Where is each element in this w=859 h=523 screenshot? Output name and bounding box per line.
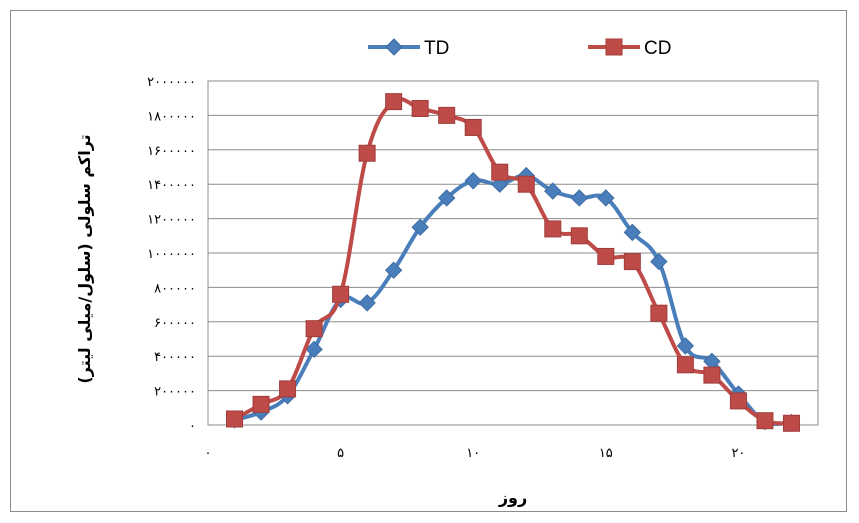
data-point-td bbox=[676, 337, 695, 355]
data-point-cd bbox=[650, 304, 668, 322]
data-point-cd bbox=[517, 175, 535, 193]
series-cd bbox=[226, 93, 800, 432]
data-point-cd bbox=[597, 247, 615, 265]
data-point-cd bbox=[676, 356, 694, 374]
data-point-cd bbox=[570, 227, 588, 245]
legend-label-cd: CD bbox=[644, 38, 671, 59]
data-point-td bbox=[305, 340, 323, 359]
x-tick-label: ۲۰ bbox=[731, 446, 745, 461]
data-point-cd bbox=[252, 395, 270, 413]
data-point-td bbox=[570, 189, 589, 207]
data-point-cd bbox=[385, 93, 403, 111]
data-point-td bbox=[650, 252, 668, 271]
x-tick-label: ۵ bbox=[337, 446, 344, 461]
data-point-cd bbox=[411, 100, 429, 118]
data-point-cd bbox=[279, 380, 297, 398]
data-point-cd bbox=[464, 118, 482, 136]
data-point-cd bbox=[729, 392, 747, 410]
data-point-cd bbox=[623, 253, 641, 271]
data-point-cd bbox=[332, 285, 350, 303]
data-point-td bbox=[384, 261, 403, 279]
y-tick-label: ۱۰۰۰۰۰۰ bbox=[147, 247, 196, 262]
y-tick-label: ۲۰۰۰۰۰ bbox=[154, 385, 196, 400]
y-axis-ticks: ۰ ۲۰۰۰۰۰ ۴۰۰۰۰۰ ۶۰۰۰۰۰ ۸۰۰۰۰۰ ۱۰۰۰۰۰۰ ۱۲۰۰۰۰۰ ۱… bbox=[147, 75, 196, 434]
data-point-td bbox=[544, 182, 562, 200]
x-axis-ticks: ۰ ۵ ۱۰ ۱۵ ۲۰ bbox=[205, 446, 746, 461]
data-point-td bbox=[437, 189, 456, 207]
legend-label-td: TD bbox=[424, 38, 449, 59]
data-point-cd bbox=[756, 412, 774, 430]
y-tick-label: ۴۰۰۰۰۰ bbox=[154, 350, 196, 365]
data-point-cd bbox=[782, 414, 800, 432]
y-tick-label: ۱۶۰۰۰۰۰ bbox=[147, 144, 196, 159]
legend-marker-cd bbox=[605, 38, 623, 56]
legend-item-td: TD bbox=[368, 38, 449, 59]
data-point-td bbox=[597, 189, 615, 207]
data-point-cd bbox=[305, 320, 323, 338]
y-tick-label: ۱۲۰۰۰۰۰ bbox=[147, 213, 196, 228]
y-tick-label: ۲۰۰۰۰۰۰ bbox=[147, 75, 196, 90]
x-tick-label: ۱۵ bbox=[599, 446, 613, 461]
data-point-cd bbox=[491, 163, 509, 181]
data-point-cd bbox=[358, 144, 376, 162]
line-chart: ۰ ۲۰۰۰۰۰ ۴۰۰۰۰۰ ۶۰۰۰۰۰ ۸۰۰۰۰۰ ۱۰۰۰۰۰۰ ۱۲۰۰۰۰۰ ۱… bbox=[75, 38, 819, 507]
x-axis-title: روز bbox=[498, 488, 527, 507]
x-tick-label: ۱۰ bbox=[466, 446, 480, 461]
legend: TD CD bbox=[368, 38, 671, 59]
y-tick-label: ۰ bbox=[189, 419, 196, 434]
data-point-td bbox=[464, 172, 482, 190]
data-point-cd bbox=[544, 220, 562, 238]
y-tick-label: ۱۸۰۰۰۰۰ bbox=[147, 109, 196, 124]
legend-marker-td bbox=[385, 38, 403, 56]
data-point-td bbox=[623, 223, 642, 242]
chart-frame: ۰ ۲۰۰۰۰۰ ۴۰۰۰۰۰ ۶۰۰۰۰۰ ۸۰۰۰۰۰ ۱۰۰۰۰۰۰ ۱۲۰۰۰۰۰ ۱… bbox=[10, 10, 847, 512]
data-point-cd bbox=[703, 366, 721, 384]
y-tick-label: ۶۰۰۰۰۰ bbox=[154, 316, 196, 331]
y-axis-title: تراکم سلولی (سلول/میلی لیتر) bbox=[75, 134, 94, 383]
y-tick-label: ۸۰۰۰۰۰ bbox=[154, 281, 196, 296]
legend-item-cd: CD bbox=[588, 38, 671, 59]
data-point-cd bbox=[226, 410, 244, 428]
x-tick-label: ۰ bbox=[205, 446, 212, 461]
series-layer bbox=[225, 93, 801, 432]
data-point-td bbox=[358, 294, 376, 312]
data-point-cd bbox=[438, 106, 456, 124]
y-tick-label: ۱۴۰۰۰۰۰ bbox=[147, 178, 196, 193]
data-point-td bbox=[411, 218, 429, 236]
